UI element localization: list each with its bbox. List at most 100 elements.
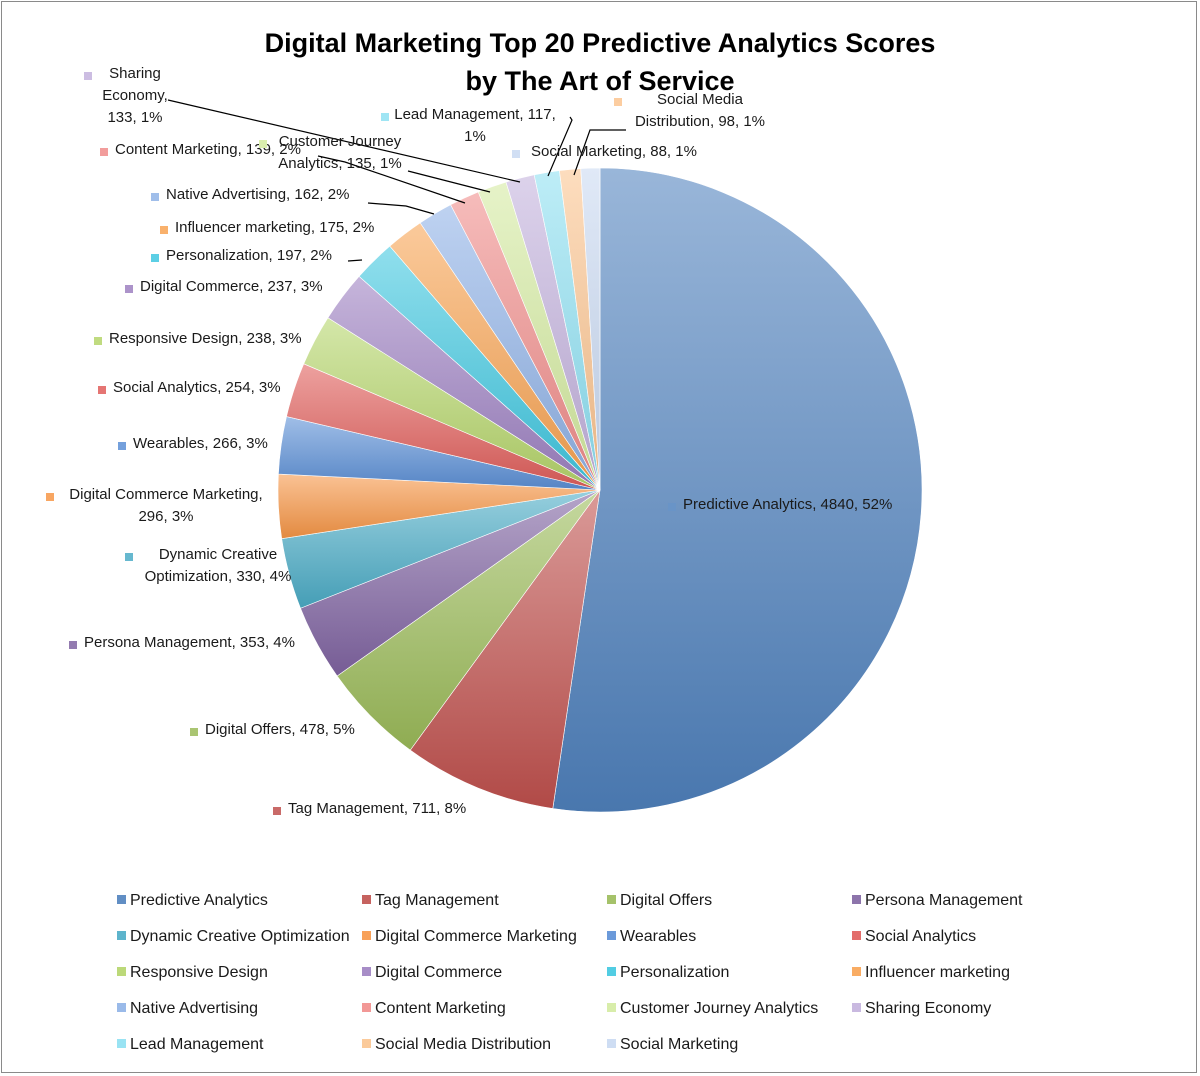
data-label-line: Wearables, 266, 3% <box>133 435 268 452</box>
legend-swatch-social-media-distribution <box>362 1039 371 1048</box>
label-key-customer-journey-analytics <box>259 140 267 148</box>
data-label-line: Native Advertising, 162, 2% <box>166 186 349 203</box>
label-key-influencer-marketing <box>160 226 168 234</box>
label-key-predictive-analytics <box>668 503 676 511</box>
leader-line-customer-journey-analytics <box>407 170 491 193</box>
leader-line-sharing-economy <box>167 99 521 183</box>
legend-label-digital-offers: Digital Offers <box>620 892 712 909</box>
data-label-line: Content Marketing, 139, 2% <box>115 141 301 158</box>
data-label-line: Dynamic Creative <box>159 546 277 563</box>
legend: Predictive Analytics Tag Management Digita… <box>117 892 1023 1053</box>
legend-label-personalization: Personalization <box>620 964 729 981</box>
legend-label-native-advertising: Native Advertising <box>130 1000 258 1017</box>
legend-label-responsive-design: Responsive Design <box>130 964 268 981</box>
data-label-line: Social Marketing, 88, 1% <box>531 143 697 160</box>
leader-line-native-advertising <box>367 202 435 215</box>
legend-swatch-persona-management <box>852 895 861 904</box>
legend-swatch-digital-commerce-marketing <box>362 931 371 940</box>
data-label-native-advertising: Native Advertising, 162, 2% <box>166 186 349 203</box>
pie-slice-social-marketing <box>580 167 601 491</box>
legend-swatch-dynamic-creative-optimization <box>117 931 126 940</box>
leader-lines <box>167 99 626 262</box>
data-label-wearables: Wearables, 266, 3% <box>133 435 268 452</box>
data-label-content-marketing: Content Marketing, 139, 2% <box>115 141 301 158</box>
legend-swatch-content-marketing <box>362 1003 371 1012</box>
data-label-line: Digital Offers, 478, 5% <box>205 721 355 738</box>
data-label-line: Persona Management, 353, 4% <box>84 634 295 651</box>
data-label-predictive-analytics: Predictive Analytics, 4840, 52% <box>683 496 892 513</box>
data-label-social-media-distribution: Social Media Distribution, 98, 1% <box>635 91 765 130</box>
data-label-line: Social Analytics, 254, 3% <box>113 379 281 396</box>
label-key-social-marketing <box>512 150 520 158</box>
legend-swatch-lead-management <box>117 1039 126 1048</box>
data-label-line: Optimization, 330, 4% <box>145 568 292 585</box>
legend-label-digital-commerce-marketing: Digital Commerce Marketing <box>375 928 577 945</box>
legend-label-tag-management: Tag Management <box>375 892 499 909</box>
label-key-persona-management <box>69 641 77 649</box>
data-label-line: Digital Commerce, 237, 3% <box>140 278 323 295</box>
data-label-line: Distribution, 98, 1% <box>635 113 765 130</box>
data-label-sharing-economy: Sharing Economy, 133, 1% <box>102 65 168 126</box>
data-label-lead-management: Lead Management, 117, 1% <box>394 106 556 145</box>
label-key-digital-commerce-marketing <box>46 493 54 501</box>
legend-swatch-personalization <box>607 967 616 976</box>
label-key-tag-management <box>273 807 281 815</box>
label-key-social-media-distribution <box>614 98 622 106</box>
data-label-line: Influencer marketing, 175, 2% <box>175 219 374 236</box>
data-label-responsive-design: Responsive Design, 238, 3% <box>109 330 302 347</box>
data-label-line: Digital Commerce Marketing, <box>69 486 262 503</box>
legend-label-digital-commerce: Digital Commerce <box>375 964 502 981</box>
pie-slices <box>277 167 923 813</box>
label-key-social-analytics <box>98 386 106 394</box>
chart-title-line-2: by The Art of Service <box>465 66 735 96</box>
legend-label-wearables: Wearables <box>620 928 696 945</box>
data-label-line: Economy, <box>102 87 168 104</box>
chart-title: Digital Marketing Top 20 Predictive Anal… <box>0 24 1200 100</box>
label-key-content-marketing <box>100 148 108 156</box>
legend-label-predictive-analytics: Predictive Analytics <box>130 892 268 909</box>
legend-label-lead-management: Lead Management <box>130 1036 264 1053</box>
leader-line-content-marketing <box>317 155 466 204</box>
pie-slice-predictive-analytics <box>552 167 923 813</box>
data-label-social-marketing: Social Marketing, 88, 1% <box>531 143 697 160</box>
data-label-line: Analytics, 135, 1% <box>278 155 401 172</box>
legend-label-sharing-economy: Sharing Economy <box>865 1000 991 1017</box>
label-key-wearables <box>118 442 126 450</box>
data-label-line: Customer Journey <box>279 133 402 150</box>
label-key-native-advertising <box>151 193 159 201</box>
legend-swatch-native-advertising <box>117 1003 126 1012</box>
label-key-personalization <box>151 254 159 262</box>
label-key-lead-management <box>381 113 389 121</box>
legend-swatch-digital-offers <box>607 895 616 904</box>
data-label-tag-management: Tag Management, 711, 8% <box>288 800 466 817</box>
legend-swatch-sharing-economy <box>852 1003 861 1012</box>
legend-label-social-marketing: Social Marketing <box>620 1036 738 1053</box>
data-label-line: Sharing <box>109 65 161 82</box>
data-label-digital-commerce-marketing: Digital Commerce Marketing, 296, 3% <box>69 486 262 525</box>
label-key-dynamic-creative-optimization <box>125 553 133 561</box>
data-label-digital-commerce: Digital Commerce, 237, 3% <box>140 278 323 295</box>
data-label-customer-journey-analytics: Customer Journey Analytics, 135, 1% <box>278 133 401 172</box>
data-label-dynamic-creative-optimization: Dynamic Creative Optimization, 330, 4% <box>145 546 292 585</box>
legend-swatch-tag-management <box>362 895 371 904</box>
data-label-line: 133, 1% <box>107 109 162 126</box>
legend-label-persona-management: Persona Management <box>865 892 1023 909</box>
legend-label-social-media-distribution: Social Media Distribution <box>375 1036 551 1053</box>
leader-line-lead-management <box>547 116 573 177</box>
leader-line-social-media-distribution <box>573 129 626 176</box>
data-label-personalization: Personalization, 197, 2% <box>166 247 332 264</box>
data-label-persona-management: Persona Management, 353, 4% <box>84 634 295 651</box>
data-label-line: 1% <box>464 128 486 145</box>
data-label-line: Responsive Design, 238, 3% <box>109 330 302 347</box>
legend-label-content-marketing: Content Marketing <box>375 1000 506 1017</box>
legend-label-customer-journey-analytics: Customer Journey Analytics <box>620 1000 818 1017</box>
legend-label-social-analytics: Social Analytics <box>865 928 976 945</box>
legend-swatch-customer-journey-analytics <box>607 1003 616 1012</box>
legend-swatch-wearables <box>607 931 616 940</box>
data-label-digital-offers: Digital Offers, 478, 5% <box>205 721 355 738</box>
label-key-sharing-economy <box>84 72 92 80</box>
data-label-influencer-marketing: Influencer marketing, 175, 2% <box>175 219 374 236</box>
legend-swatch-social-analytics <box>852 931 861 940</box>
chart-title-line-1: Digital Marketing Top 20 Predictive Anal… <box>264 28 936 58</box>
